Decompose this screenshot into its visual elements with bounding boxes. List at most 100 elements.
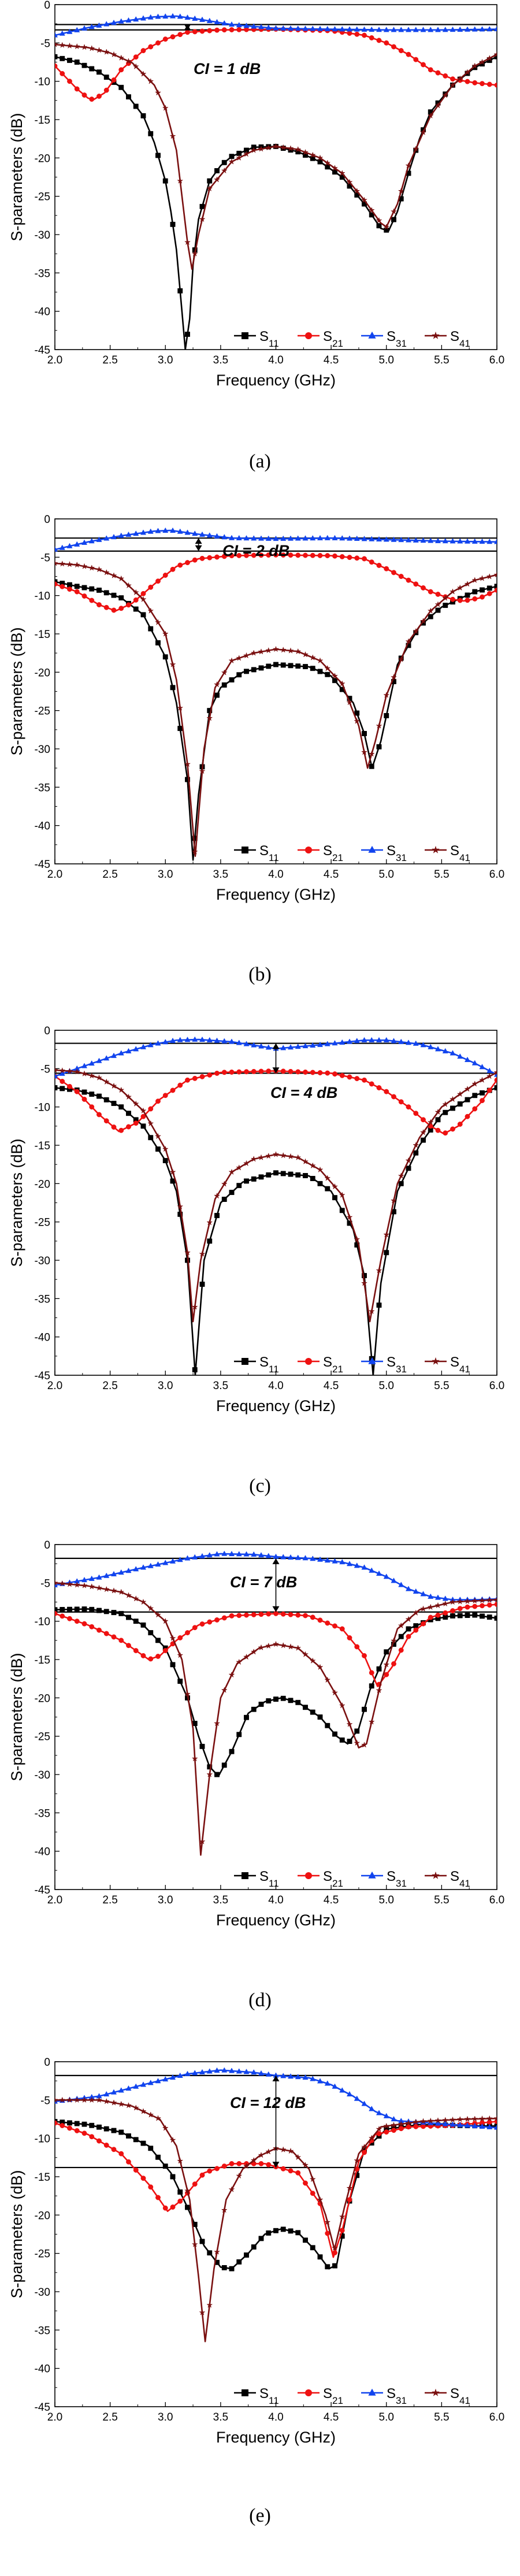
y-tick-label: -30 — [35, 1255, 50, 1267]
plot-area — [55, 2067, 497, 2343]
series-line-s41 — [55, 562, 497, 857]
y-tick-label: -10 — [35, 76, 50, 88]
y-tick-label: -20 — [35, 1692, 50, 1705]
y-axis-label: S-parameters (dB) — [8, 1653, 25, 1781]
legend-marker-s11 — [242, 1358, 248, 1365]
legend-marker-s31 — [368, 2388, 376, 2396]
y-tick-label: -10 — [35, 591, 50, 603]
legend-label-s21: S21 — [323, 1869, 343, 1889]
chart-panel: 2.0 2.5 3.0 3.5 4.0 4.5 5.0 5.5 6.0 0 -5 -10 -15 -20 -… — [0, 1540, 520, 2054]
chart-panel: 2.0 2.5 3.0 3.5 4.0 4.5 5.0 5.5 6.0 0 -5 -10 -15 -20 -… — [0, 514, 520, 1029]
panel-caption: (b) — [248, 964, 272, 985]
legend-marker-s11 — [242, 332, 248, 339]
series-line-s21 — [55, 554, 497, 612]
y-tick-label: -25 — [35, 191, 50, 203]
chart-panel: 2.0 2.5 3.0 3.5 4.0 4.5 5.0 5.5 6.0 0 -5 -10 -15 -20 -… — [0, 1026, 520, 1540]
legend-label-s41: S41 — [450, 1869, 470, 1889]
legend-marker-s41 — [432, 1871, 440, 1879]
y-tick-label: -30 — [35, 2287, 50, 2299]
panel-caption: (c) — [249, 1475, 271, 1497]
y-tick-label: -45 — [35, 1884, 50, 1896]
y-tick-label: -15 — [35, 114, 50, 127]
y-tick-label: -45 — [35, 1370, 50, 1382]
series-line-s11 — [55, 1608, 497, 1777]
x-tick-label: 2.0 — [47, 354, 62, 366]
x-tick-label: 6.0 — [489, 1380, 504, 1392]
panel-caption: (d) — [248, 1989, 272, 2011]
y-tick-label: -5 — [40, 1063, 50, 1075]
x-tick-label: 5.5 — [434, 868, 449, 881]
legend-label-s31: S31 — [387, 2386, 407, 2406]
y-tick-label: -5 — [40, 1577, 50, 1590]
x-tick-label: 4.0 — [268, 354, 283, 366]
x-tick-label: 5.5 — [434, 1380, 449, 1392]
chart-svg: 2.0 2.5 3.0 3.5 4.0 4.5 5.0 5.5 6.0 0 -5 -10 -15 -20 -… — [8, 1026, 504, 1415]
ci-arrow-head-up — [272, 1558, 280, 1564]
ci-arrow-head-down — [272, 2162, 280, 2168]
plot-frame — [54, 518, 497, 864]
series-markers-s41 — [55, 41, 497, 257]
y-tick-label: -35 — [35, 782, 50, 794]
legend-label-s31: S31 — [387, 1354, 407, 1375]
series-markers-s41 — [55, 1579, 497, 1844]
x-tick-label: 6.0 — [489, 868, 504, 881]
x-tick-label: 5.0 — [379, 1380, 394, 1392]
panel-caption: (a) — [249, 451, 271, 472]
x-tick-label: 2.5 — [102, 2411, 117, 2423]
series-markers-s11 — [55, 54, 497, 337]
legend-label-s21: S21 — [323, 329, 343, 349]
legend-marker-s31 — [368, 1357, 376, 1364]
series-markers-s21 — [55, 27, 497, 102]
ci-annotation: CI = 7 dB — [230, 1573, 297, 1591]
legend-label-s11: S11 — [259, 329, 279, 349]
y-axis-label: S-parameters (dB) — [8, 627, 25, 755]
y-tick-label: -25 — [35, 2248, 50, 2261]
x-tick-label: 4.0 — [268, 868, 283, 881]
y-tick-label: -10 — [35, 1102, 50, 1114]
y-tick-label: -25 — [35, 1217, 50, 1229]
x-tick-label: 2.0 — [47, 1894, 62, 1906]
series-markers-s21 — [55, 552, 497, 613]
x-tick-label: 2.5 — [102, 1380, 117, 1392]
y-tick-label: -20 — [35, 1178, 50, 1190]
series-line-s41 — [55, 1582, 497, 1856]
y-tick-label: -35 — [35, 268, 50, 280]
y-tick-label: -5 — [40, 38, 50, 50]
series-markers-s11 — [55, 579, 497, 841]
panel-caption: (e) — [249, 2505, 271, 2526]
series-line-s11 — [55, 55, 497, 350]
y-tick-label: -10 — [35, 2133, 50, 2146]
y-tick-label: -40 — [35, 2363, 50, 2375]
legend-marker-s21 — [305, 847, 312, 853]
legend-marker-s11 — [242, 2389, 248, 2396]
legend-marker-s31 — [368, 331, 376, 339]
y-tick-label: -40 — [35, 1846, 50, 1858]
x-tick-label: 3.0 — [158, 354, 173, 366]
y-tick-label: 0 — [44, 1026, 50, 1037]
legend-marker-s41 — [432, 1357, 440, 1365]
x-tick-label: 4.5 — [324, 354, 339, 366]
series-markers-s41 — [55, 1067, 497, 1315]
chart-svg: 2.0 2.5 3.0 3.5 4.0 4.5 5.0 5.5 6.0 0 -5 -10 -15 -20 -… — [8, 514, 504, 903]
x-tick-label: 3.0 — [158, 1380, 173, 1392]
series-markers-s21 — [55, 1602, 497, 1687]
chart-panel: 2.0 2.5 3.0 3.5 4.0 4.5 5.0 5.5 6.0 0 -5 -10 -15 -20 -… — [0, 0, 520, 514]
legend-label-s11: S11 — [259, 2386, 279, 2406]
x-tick-label: 2.0 — [47, 1380, 62, 1392]
legend-marker-s21 — [305, 1872, 312, 1879]
y-tick-label: -30 — [35, 229, 50, 242]
x-tick-label: 5.5 — [434, 354, 449, 366]
chart-panel: 2.0 2.5 3.0 3.5 4.0 4.5 5.0 5.5 6.0 0 -5 -10 -15 -20 -… — [0, 2057, 520, 2571]
x-axis-label: Frequency (GHz) — [216, 2429, 336, 2446]
x-tick-label: 5.0 — [379, 2411, 394, 2423]
ci-arrow-head-down — [184, 24, 191, 30]
legend-label-s21: S21 — [323, 2386, 343, 2406]
chart-svg: 2.0 2.5 3.0 3.5 4.0 4.5 5.0 5.5 6.0 0 -5 -10 -15 -20 -… — [8, 2057, 504, 2446]
series-markers-s11 — [55, 1085, 497, 1372]
x-tick-label: 3.0 — [158, 1894, 173, 1906]
legend-label-s41: S41 — [450, 329, 470, 349]
ci-annotation: CI = 4 dB — [270, 1084, 337, 1101]
x-tick-label: 3.5 — [213, 354, 228, 366]
x-tick-label: 3.5 — [213, 1894, 228, 1906]
